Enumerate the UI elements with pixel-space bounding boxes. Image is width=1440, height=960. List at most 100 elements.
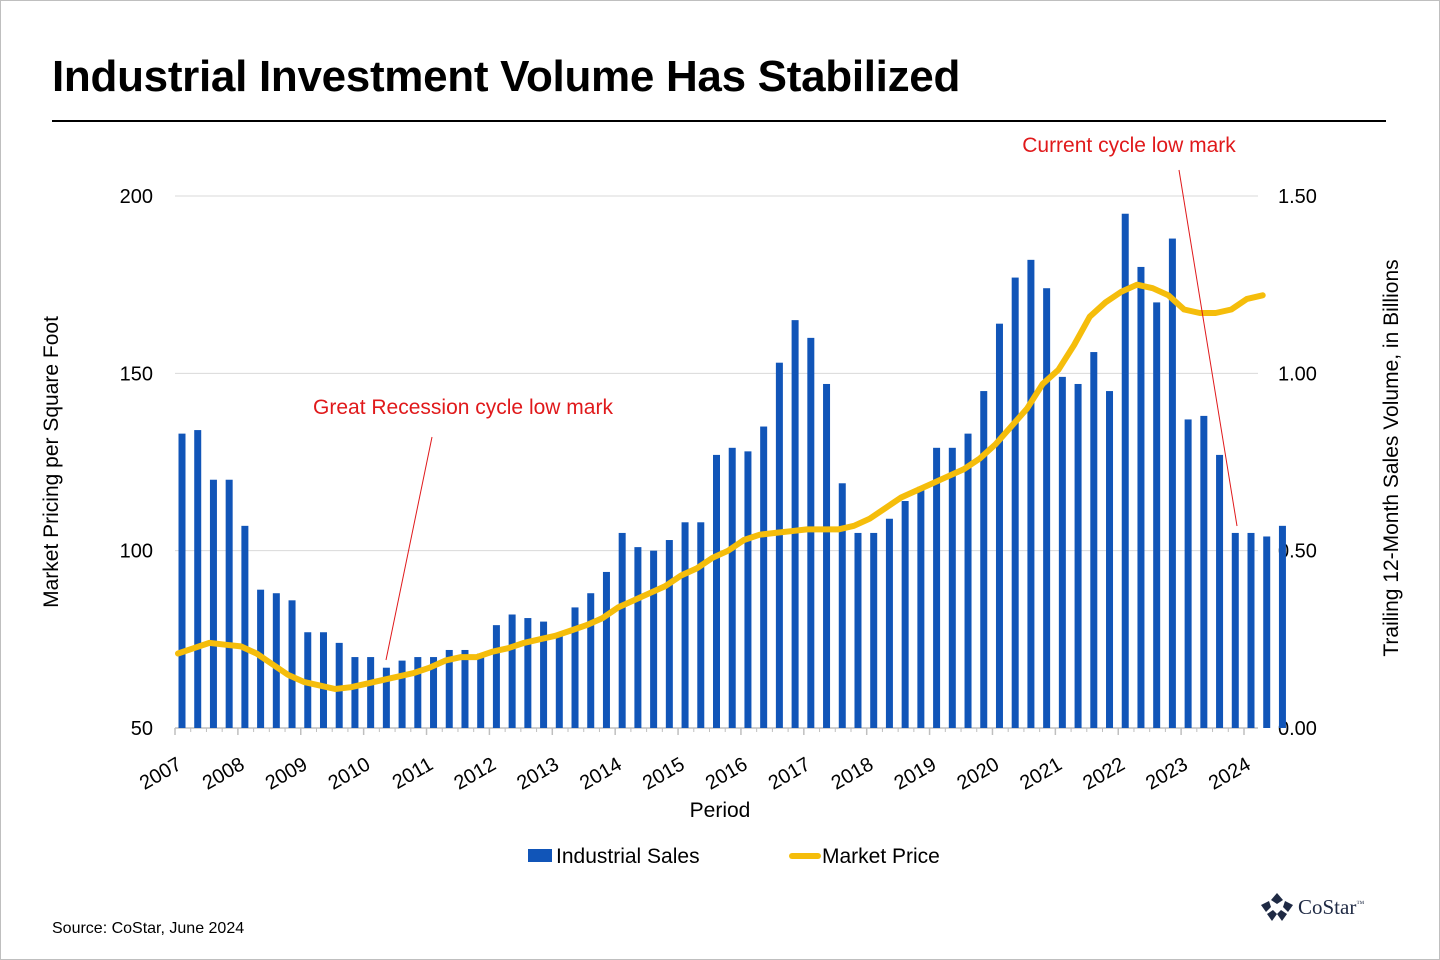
industrial-sales-bar — [1278, 525, 1286, 728]
y-right-tick-label: 0.00 — [1278, 718, 1317, 740]
industrial-sales-bar — [980, 391, 988, 728]
legend-market-price: Market Price — [822, 845, 940, 868]
industrial-sales-bar — [760, 426, 768, 728]
industrial-sales-bar — [178, 433, 186, 728]
costar-logo-icon — [1261, 893, 1293, 921]
industrial-sales-bar — [241, 525, 249, 728]
industrial-sales-bar — [398, 660, 406, 728]
industrial-sales-bar — [524, 618, 532, 728]
industrial-sales-bar — [1231, 532, 1239, 728]
x-tick-label: 2016 — [702, 753, 752, 794]
y-left-tick-label: 200 — [120, 186, 153, 208]
y-left-axis-title: Market Pricing per Square Foot — [40, 316, 63, 608]
x-tick-label: 2020 — [953, 753, 1003, 794]
industrial-sales-bar — [351, 657, 359, 728]
y-right-tick-label: 0.50 — [1278, 541, 1317, 563]
legend-bar-swatch — [528, 849, 552, 862]
industrial-sales-bar — [917, 486, 925, 728]
industrial-sales-bar — [367, 657, 375, 728]
x-axis-title: Period — [690, 799, 751, 822]
industrial-sales-bar — [571, 607, 579, 728]
industrial-sales-bar — [775, 362, 783, 728]
x-tick-label: 2023 — [1142, 753, 1192, 794]
industrial-sales-bar — [461, 649, 469, 728]
x-tick-label: 2012 — [450, 753, 500, 794]
industrial-sales-bar — [1184, 419, 1192, 728]
source-note: Source: CoStar, June 2024 — [52, 920, 245, 937]
annotation-current-cycle: Current cycle low mark — [1022, 134, 1236, 157]
x-tick-label: 2017 — [765, 753, 815, 794]
industrial-sales-bar — [618, 532, 626, 728]
y-left-tick-label: 50 — [131, 718, 153, 740]
x-tick-label: 2018 — [828, 753, 878, 794]
industrial-sales-bar — [665, 540, 673, 728]
industrial-sales-bar — [854, 532, 862, 728]
industrial-sales-bar — [272, 593, 280, 728]
x-tick-label: 2013 — [513, 753, 563, 794]
industrial-sales-bar — [477, 653, 485, 728]
industrial-sales-bar — [1121, 213, 1129, 728]
industrial-sales-bar — [634, 547, 642, 728]
annotation-great-recession-pointer — [385, 436, 433, 661]
industrial-sales-bar — [492, 625, 500, 728]
industrial-sales-bar — [870, 532, 878, 728]
x-tick-label: 2009 — [262, 753, 312, 794]
chart-title: Industrial Investment Volume Has Stabili… — [52, 52, 961, 101]
industrial-sales-bar — [1074, 383, 1082, 728]
industrial-sales-bar — [1247, 532, 1255, 728]
x-tick-label: 2022 — [1079, 753, 1129, 794]
industrial-sales-bar — [1058, 376, 1066, 728]
title-divider — [52, 120, 1386, 122]
industrial-sales-bar — [555, 635, 563, 728]
industrial-sales-bar — [445, 649, 453, 728]
costar-logo-text: CoStar™ — [1298, 894, 1365, 919]
industrial-sales-bar — [1011, 277, 1019, 728]
y-left-tick-label: 150 — [120, 363, 153, 385]
legend-industrial-sales: Industrial Sales — [556, 845, 700, 868]
industrial-sales-bar — [807, 337, 815, 728]
industrial-sales-bar — [209, 479, 217, 728]
industrial-sales-bar — [933, 447, 941, 728]
industrial-sales-bar — [414, 657, 422, 728]
annotation-current-cycle-pointer — [1178, 169, 1238, 527]
y-left-tick-label: 100 — [120, 541, 153, 563]
industrial-sales-bar — [1043, 288, 1051, 728]
industrial-sales-bar — [1106, 391, 1114, 728]
industrial-sales-bar — [791, 320, 799, 728]
x-tick-label: 2008 — [199, 753, 249, 794]
industrial-sales-bar — [1168, 238, 1176, 728]
industrial-sales-bar — [602, 571, 610, 728]
industrial-sales-bar — [508, 614, 516, 728]
industrial-sales-bar — [288, 600, 296, 728]
x-tick-label: 2024 — [1205, 753, 1255, 794]
industrial-sales-bar — [1216, 454, 1224, 728]
x-tick-label: 2021 — [1016, 753, 1066, 794]
industrial-sales-bar — [1153, 302, 1161, 728]
industrial-sales-bar — [697, 522, 705, 728]
industrial-sales-bar — [1027, 259, 1035, 728]
industrial-sales-bar — [885, 518, 893, 728]
x-tick-label: 2014 — [576, 753, 626, 794]
x-tick-label: 2007 — [136, 753, 186, 794]
x-tick-label: 2019 — [891, 753, 941, 794]
industrial-sales-bar — [1090, 352, 1098, 728]
industrial-sales-bar — [650, 550, 658, 728]
x-tick-label: 2010 — [325, 753, 375, 794]
industrial-sales-bar — [1263, 536, 1271, 728]
industrial-sales-bar — [587, 593, 595, 728]
costar-logo: CoStar™ — [1260, 892, 1364, 922]
y-right-tick-label: 1.00 — [1278, 363, 1317, 385]
industrial-sales-bar — [382, 667, 390, 728]
annotation-great-recession: Great Recession cycle low mark — [313, 396, 613, 419]
x-tick-label: 2015 — [639, 753, 689, 794]
industrial-sales-bar — [194, 430, 202, 728]
industrial-sales-bar — [948, 447, 956, 728]
market-price-line — [175, 281, 1266, 692]
x-tick-label: 2011 — [389, 753, 437, 794]
y-right-axis-title: Trailing 12-Month Sales Volume, in Billi… — [1380, 259, 1403, 656]
industrial-sales-bar — [744, 451, 752, 728]
industrial-sales-bar — [225, 479, 233, 728]
industrial-sales-bar — [713, 454, 720, 728]
industrial-sales-bar — [728, 447, 736, 728]
